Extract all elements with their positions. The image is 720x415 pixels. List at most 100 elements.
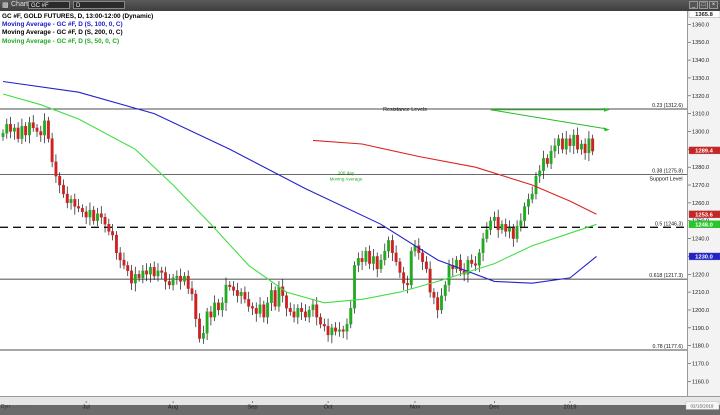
candle-body xyxy=(341,329,345,332)
x-tick-label: Aug xyxy=(168,405,178,411)
candle-body xyxy=(39,131,43,136)
y-tick-label: 1270.0 xyxy=(692,183,709,189)
interval-field[interactable]: D xyxy=(73,1,125,9)
fib-label-2: 0.5 (1246.3) xyxy=(655,221,683,227)
candle-body xyxy=(296,308,300,318)
candle-body xyxy=(69,199,73,204)
candle-body xyxy=(319,316,322,325)
candle-body xyxy=(9,124,13,132)
y-tick-label: 1240.0 xyxy=(692,237,709,243)
candle-body xyxy=(24,125,28,136)
ma200-price-tag: 1253.6 xyxy=(695,212,714,218)
candle-body xyxy=(576,134,580,150)
ma200-line xyxy=(312,139,597,215)
candle-body xyxy=(126,265,130,271)
price-axis[interactable]: 1160.0 1170.0 1180.0 1190.0 1200.0 1210.0 1220… xyxy=(687,10,720,396)
candle-body xyxy=(466,259,470,275)
ma100-line xyxy=(2,80,597,284)
candle-body xyxy=(572,134,576,146)
candle-body xyxy=(394,252,398,262)
candle-body xyxy=(118,252,122,261)
y-tick-label: 1340.0 xyxy=(692,58,709,64)
x-tick-label: Jul xyxy=(82,405,89,411)
candle-body xyxy=(545,158,549,164)
resistance-label: Resistance Levels xyxy=(383,107,427,113)
candle-body xyxy=(557,138,561,146)
candle-body xyxy=(217,302,220,311)
candle-body xyxy=(337,329,341,332)
maximize-button[interactable]: □ xyxy=(699,1,708,9)
candle-body xyxy=(530,193,534,200)
candle-body xyxy=(73,199,77,207)
plot-area[interactable]: 0.23 (1312.6) 0.38 (1275.8) 0.5 (1246.3) 0.… xyxy=(0,11,687,396)
support-label: Support Level xyxy=(649,177,682,183)
x-tick-label: Dec xyxy=(489,405,499,411)
y-tick-label: 1320.0 xyxy=(692,94,709,100)
candle-body xyxy=(481,238,485,254)
candle-body xyxy=(141,270,145,279)
candle-body xyxy=(194,293,198,320)
candle-body xyxy=(432,291,436,298)
app-icon: ▩ xyxy=(2,2,9,9)
time-axis[interactable]: Dyn 6 Jun 2018 Jul Aug Sep Oct Nov Dec 2019 02/15… xyxy=(0,396,720,411)
y-tick-label: 1220.0 xyxy=(692,272,709,278)
ma100-price-tag: 1230.0 xyxy=(695,254,713,260)
candle-body xyxy=(549,150,553,164)
candle-body xyxy=(583,143,587,154)
candle-body xyxy=(114,234,118,254)
y-tick-label: 1350.0 xyxy=(692,40,709,46)
candle-body xyxy=(489,220,493,230)
candle-body xyxy=(371,256,375,264)
candle-body xyxy=(326,325,330,336)
candle-body xyxy=(440,295,443,311)
candle-body xyxy=(35,127,39,132)
candle-body xyxy=(152,266,156,277)
fib-label-1: 0.38 (1275.8) xyxy=(652,169,683,175)
close-button[interactable]: × xyxy=(709,1,718,9)
minimize-button[interactable]: _ xyxy=(689,1,698,9)
y-tick-label: 1280.0 xyxy=(692,165,709,171)
candle-body xyxy=(553,145,557,152)
ma200-note-line1: 200 day xyxy=(338,170,355,175)
candle-body xyxy=(387,240,391,252)
ma200-note-line2: Moving Average xyxy=(330,177,363,182)
candle-body xyxy=(356,258,360,266)
y-tick-label: 1170.0 xyxy=(692,362,709,368)
candle-body xyxy=(262,304,266,318)
fib-label-0: 0.23 (1312.6) xyxy=(652,103,683,109)
price-chart[interactable]: 0.23 (1312.6) 0.38 (1275.8) 0.5 (1246.3) 0.… xyxy=(0,11,687,396)
candle-body xyxy=(247,299,251,307)
top-price-tag: 1365.8 xyxy=(695,12,714,18)
candle-body xyxy=(77,206,81,209)
candle-body xyxy=(322,324,326,327)
candle-body xyxy=(99,213,103,218)
candle-body xyxy=(568,138,572,146)
candle-body xyxy=(288,308,292,312)
candle-body xyxy=(379,259,383,270)
candle-body xyxy=(137,274,141,279)
title-bar: ▩ Chart GC #F D _ □ × xyxy=(0,0,720,11)
candle-body xyxy=(167,281,171,286)
candle-body xyxy=(213,302,217,318)
candle-body xyxy=(273,290,277,307)
candle-body xyxy=(455,259,459,270)
candle-body xyxy=(198,318,202,339)
legend-item-price: GC #F, GOLD FUTURES, D, 13:00-12:00 (Dyn… xyxy=(2,13,154,20)
candle-body xyxy=(201,333,205,339)
ma50-price-tag: 1248.0 xyxy=(695,222,713,228)
candle-body xyxy=(266,302,270,318)
candle-body xyxy=(277,286,281,307)
window-title: Chart xyxy=(11,1,29,8)
candle-body xyxy=(62,184,65,195)
candle-body xyxy=(28,122,31,136)
candle-body xyxy=(103,217,107,225)
y-tick-label: 1330.0 xyxy=(692,76,709,82)
candle-body xyxy=(80,208,84,212)
candle-body xyxy=(383,250,387,261)
fib-label-3: 0.618 (1217.3) xyxy=(649,273,683,279)
last-price-tag-bg xyxy=(688,146,720,155)
top-price-tag-bg xyxy=(688,10,720,18)
symbol-field[interactable]: GC #F xyxy=(28,1,70,9)
candle-body xyxy=(88,209,92,218)
